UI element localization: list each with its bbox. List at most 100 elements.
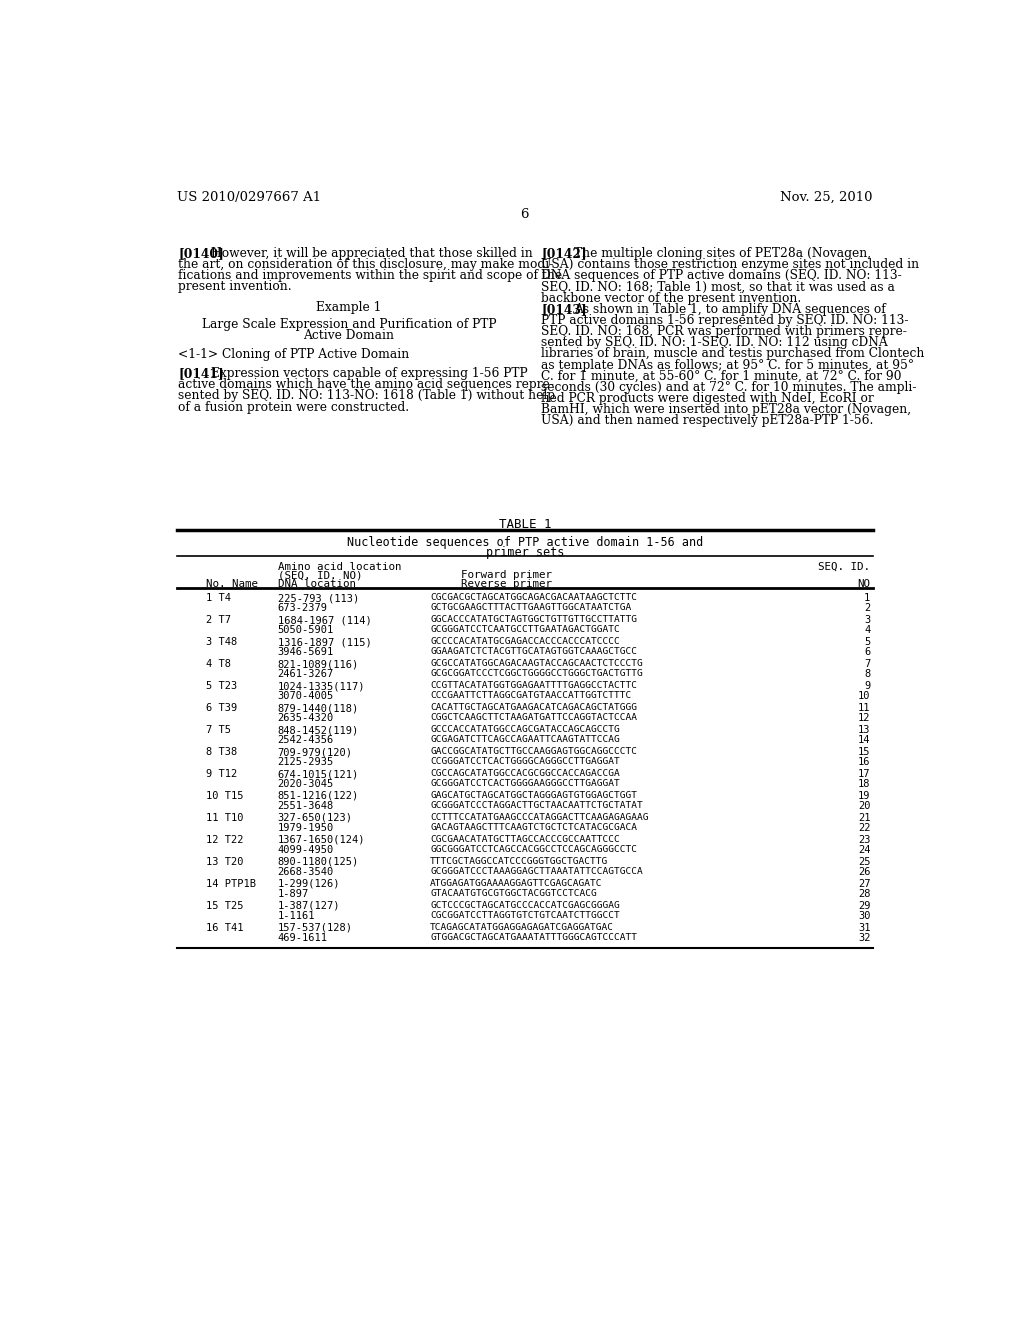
Text: 17: 17 <box>858 770 870 779</box>
Text: 2461-3267: 2461-3267 <box>278 669 334 680</box>
Text: 29: 29 <box>858 900 870 911</box>
Text: as template DNAs as follows; at 95° C. for 5 minutes, at 95°: as template DNAs as follows; at 95° C. f… <box>541 359 914 372</box>
Text: [0143]: [0143] <box>541 302 587 315</box>
Text: CGGCTCAAGCTTCTAAGATGATTCCAGGTACTCCAA: CGGCTCAAGCTTCTAAGATGATTCCAGGTACTCCAA <box>430 713 637 722</box>
Text: 1-387(127): 1-387(127) <box>278 900 340 911</box>
Text: 1-1161: 1-1161 <box>278 911 315 920</box>
Text: sented by SEQ. ID. NO: 113-NO: 1618 (Table 1) without help: sented by SEQ. ID. NO: 113-NO: 1618 (Tab… <box>178 389 555 403</box>
Text: 27: 27 <box>858 879 870 888</box>
Text: 19: 19 <box>858 791 870 801</box>
Text: 30: 30 <box>858 911 870 920</box>
Text: 1316-1897 (115): 1316-1897 (115) <box>278 638 372 647</box>
Text: GCGCCATATGGCAGACAAGTACCAGCAACTCTCCCTG: GCGCCATATGGCAGACAAGTACCAGCAACTCTCCCTG <box>430 659 643 668</box>
Text: GCGGGATCCTCAATGCCTTGAATAGACTGGATC: GCGGGATCCTCAATGCCTTGAATAGACTGGATC <box>430 626 620 635</box>
Text: DNA sequences of PTP active domains (SEQ. ID. NO: 113-: DNA sequences of PTP active domains (SEQ… <box>541 269 902 282</box>
Text: [0140]: [0140] <box>178 247 224 260</box>
Text: NO: NO <box>857 579 870 589</box>
Text: TCAGAGCATATGGAGGAGAGATCGAGGATGAC: TCAGAGCATATGGAGGAGAGATCGAGGATGAC <box>430 923 614 932</box>
Text: [0141]: [0141] <box>178 367 224 380</box>
Text: US 2010/0297667 A1: US 2010/0297667 A1 <box>177 191 321 203</box>
Text: 14: 14 <box>858 735 870 744</box>
Text: SEQ. ID.: SEQ. ID. <box>818 562 870 572</box>
Text: 16 T41: 16 T41 <box>206 923 243 933</box>
Text: GCGGGATCCCTAGGACTTGCTAACAATTCTGCTATAT: GCGGGATCCCTAGGACTTGCTAACAATTCTGCTATAT <box>430 801 643 810</box>
Text: libraries of brain, muscle and testis purchased from Clontech: libraries of brain, muscle and testis pu… <box>541 347 925 360</box>
Text: Large Scale Expression and Purification of PTP: Large Scale Expression and Purification … <box>202 318 496 331</box>
Text: The multiple cloning sites of PET28a (Novagen,: The multiple cloning sites of PET28a (No… <box>573 247 870 260</box>
Text: 26: 26 <box>858 867 870 876</box>
Text: 469-1611: 469-1611 <box>278 933 328 942</box>
Text: fied PCR products were digested with NdeI, EcoRI or: fied PCR products were digested with Nde… <box>541 392 873 405</box>
Text: TABLE 1: TABLE 1 <box>499 517 551 531</box>
Text: GTGGACGCTAGCATGAAATATTTGGGCAGTCCCATT: GTGGACGCTAGCATGAAATATTTGGGCAGTCCCATT <box>430 933 637 941</box>
Text: 7: 7 <box>864 659 870 669</box>
Text: CGCGAACATATGCTTAGCCACCCGCCAATTCCC: CGCGAACATATGCTTAGCCACCCGCCAATTCCC <box>430 834 620 843</box>
Text: 6 T39: 6 T39 <box>206 704 237 713</box>
Text: GACAGTAAGCTTTCAAGTCTGCTCTCATACGCGACA: GACAGTAAGCTTTCAAGTCTGCTCTCATACGCGACA <box>430 822 637 832</box>
Text: of a fusion protein were constructed.: of a fusion protein were constructed. <box>178 400 410 413</box>
Text: GTACAATGTGCGTGGCTACGGTCCTCACG: GTACAATGTGCGTGGCTACGGTCCTCACG <box>430 888 597 898</box>
Text: backbone vector of the present invention.: backbone vector of the present invention… <box>541 292 802 305</box>
Text: 1024-1335(117): 1024-1335(117) <box>278 681 366 692</box>
Text: fications and improvements within the spirit and scope of the: fications and improvements within the sp… <box>178 269 562 282</box>
Text: 1 T4: 1 T4 <box>206 594 230 603</box>
Text: GCGAGATCTTCAGCCAGAATTCAAGTATTCCAG: GCGAGATCTTCAGCCAGAATTCAAGTATTCCAG <box>430 735 620 744</box>
Text: 2: 2 <box>864 603 870 614</box>
Text: GCCCACCATATGGCCAGCGATACCAGCAGCCTG: GCCCACCATATGGCCAGCGATACCAGCAGCCTG <box>430 725 620 734</box>
Text: CCGGGATCCTCACTGGGGCAGGGCCTTGAGGAT: CCGGGATCCTCACTGGGGCAGGGCCTTGAGGAT <box>430 758 620 766</box>
Text: 22: 22 <box>858 822 870 833</box>
Text: 20: 20 <box>858 801 870 810</box>
Text: 9: 9 <box>864 681 870 692</box>
Text: CCCGAATTCTTAGGCGATGTAACCATTGGTCTTTC: CCCGAATTCTTAGGCGATGTAACCATTGGTCTTTC <box>430 692 632 700</box>
Text: 3: 3 <box>864 615 870 626</box>
Text: 13 T20: 13 T20 <box>206 857 243 867</box>
Text: 821-1089(116): 821-1089(116) <box>278 659 358 669</box>
Text: 225-793 (113): 225-793 (113) <box>278 594 358 603</box>
Text: GCCCCACATATGCGAGACCACCCACCCATCCCC: GCCCCACATATGCGAGACCACCCACCCATCCCC <box>430 638 620 647</box>
Text: 23: 23 <box>858 834 870 845</box>
Text: 12: 12 <box>858 713 870 723</box>
Text: GGCGGGATCCTCAGCCACGGCCTCCAGCAGGGCCTC: GGCGGGATCCTCAGCCACGGCCTCCAGCAGGGCCTC <box>430 845 637 854</box>
Text: 9 T12: 9 T12 <box>206 770 237 779</box>
Text: 6: 6 <box>864 647 870 657</box>
Text: Nucleotide sequences of PTP active domain 1-56 and: Nucleotide sequences of PTP active domai… <box>347 536 702 549</box>
Text: active domains which have the amino acid sequences repre-: active domains which have the amino acid… <box>178 379 554 391</box>
Text: TTTCGCTAGGCCATCCCGGGTGGCTGACTTG: TTTCGCTAGGCCATCCCGGGTGGCTGACTTG <box>430 857 608 866</box>
Text: 7 T5: 7 T5 <box>206 725 230 735</box>
Text: 24: 24 <box>858 845 870 855</box>
Text: 4099-4950: 4099-4950 <box>278 845 334 855</box>
Text: GACCGGCATATGCTTGCCAAGGAGTGGCAGGCCCTC: GACCGGCATATGCTTGCCAAGGAGTGGCAGGCCCTC <box>430 747 637 756</box>
Text: 5050-5901: 5050-5901 <box>278 626 334 635</box>
Text: 2551-3648: 2551-3648 <box>278 801 334 810</box>
Text: seconds (30 cycles) and at 72° C. for 10 minutes. The ampli-: seconds (30 cycles) and at 72° C. for 10… <box>541 381 916 393</box>
Text: GCTGCGAAGCTTTACTTGAAGTTGGCATAATCTGA: GCTGCGAAGCTTTACTTGAAGTTGGCATAATCTGA <box>430 603 632 612</box>
Text: 4: 4 <box>864 626 870 635</box>
Text: 16: 16 <box>858 758 870 767</box>
Text: 2635-4320: 2635-4320 <box>278 713 334 723</box>
Text: 3070-4005: 3070-4005 <box>278 692 334 701</box>
Text: 2668-3540: 2668-3540 <box>278 867 334 876</box>
Text: 327-650(123): 327-650(123) <box>278 813 352 822</box>
Text: SEQ. ID. NO: 168, PCR was performed with primers repre-: SEQ. ID. NO: 168, PCR was performed with… <box>541 325 907 338</box>
Text: 10: 10 <box>858 692 870 701</box>
Text: 673-2379: 673-2379 <box>278 603 328 614</box>
Text: 13: 13 <box>858 725 870 735</box>
Text: 879-1440(118): 879-1440(118) <box>278 704 358 713</box>
Text: 674-1015(121): 674-1015(121) <box>278 770 358 779</box>
Text: primer sets: primer sets <box>485 545 564 558</box>
Text: 5 T23: 5 T23 <box>206 681 237 692</box>
Text: 848-1452(119): 848-1452(119) <box>278 725 358 735</box>
Text: 6: 6 <box>520 209 529 222</box>
Text: C. for 1 minute, at 55-60° C. for 1 minute, at 72° C. for 90: C. for 1 minute, at 55-60° C. for 1 minu… <box>541 370 901 383</box>
Text: CGCCAGCATATGGCCACGCGGCCACCAGACCGA: CGCCAGCATATGGCCACGCGGCCACCAGACCGA <box>430 770 620 777</box>
Text: 15 T25: 15 T25 <box>206 900 243 911</box>
Text: sented by SEQ. ID. NO: 1-SEQ. ID. NO: 112 using cDNA: sented by SEQ. ID. NO: 1-SEQ. ID. NO: 11… <box>541 337 888 350</box>
Text: Forward primer: Forward primer <box>461 570 552 581</box>
Text: 1684-1967 (114): 1684-1967 (114) <box>278 615 372 626</box>
Text: 3 T48: 3 T48 <box>206 638 237 647</box>
Text: No. Name: No. Name <box>206 579 257 589</box>
Text: ATGGAGATGGAAAAGGAGTTCGAGCAGATC: ATGGAGATGGAAAAGGAGTTCGAGCAGATC <box>430 879 603 888</box>
Text: [0142]: [0142] <box>541 247 587 260</box>
Text: Active Domain: Active Domain <box>303 330 394 342</box>
Text: 1-897: 1-897 <box>278 888 309 899</box>
